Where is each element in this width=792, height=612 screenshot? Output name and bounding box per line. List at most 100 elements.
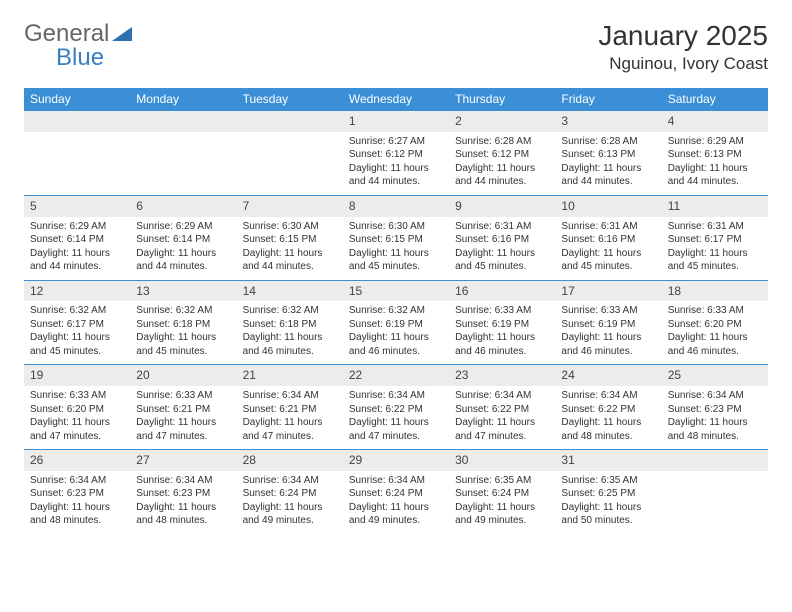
day-number-cell: 1 bbox=[343, 111, 449, 132]
day-detail-cell: Sunrise: 6:29 AMSunset: 6:14 PMDaylight:… bbox=[24, 217, 130, 281]
day-detail: Sunrise: 6:31 AMSunset: 6:17 PMDaylight:… bbox=[662, 217, 768, 280]
day-detail: Sunrise: 6:34 AMSunset: 6:22 PMDaylight:… bbox=[449, 386, 555, 449]
detail-line: Daylight: 11 hours bbox=[561, 247, 655, 261]
day-number bbox=[24, 111, 130, 132]
detail-line: Sunrise: 6:28 AM bbox=[561, 135, 655, 149]
detail-line: and 44 minutes. bbox=[243, 260, 337, 274]
day-detail: Sunrise: 6:33 AMSunset: 6:19 PMDaylight:… bbox=[449, 301, 555, 364]
day-number: 17 bbox=[555, 281, 661, 302]
detail-line: Daylight: 11 hours bbox=[30, 416, 124, 430]
day-detail-cell: Sunrise: 6:34 AMSunset: 6:22 PMDaylight:… bbox=[449, 386, 555, 450]
detail-line: Sunset: 6:22 PM bbox=[561, 403, 655, 417]
detail-line: and 47 minutes. bbox=[455, 430, 549, 444]
detail-line: Daylight: 11 hours bbox=[455, 416, 549, 430]
detail-line: and 50 minutes. bbox=[561, 514, 655, 528]
day-number: 31 bbox=[555, 450, 661, 471]
detail-line: and 49 minutes. bbox=[243, 514, 337, 528]
day-detail: Sunrise: 6:31 AMSunset: 6:16 PMDaylight:… bbox=[555, 217, 661, 280]
detail-line: Sunrise: 6:28 AM bbox=[455, 135, 549, 149]
day-number bbox=[237, 111, 343, 132]
day-detail-cell: Sunrise: 6:34 AMSunset: 6:24 PMDaylight:… bbox=[343, 471, 449, 534]
day-detail-cell: Sunrise: 6:35 AMSunset: 6:25 PMDaylight:… bbox=[555, 471, 661, 534]
detail-line: Sunset: 6:23 PM bbox=[136, 487, 230, 501]
day-detail-cell bbox=[24, 132, 130, 196]
detail-line: Sunset: 6:21 PM bbox=[243, 403, 337, 417]
detail-line: Sunrise: 6:34 AM bbox=[349, 474, 443, 488]
detail-line: Sunset: 6:22 PM bbox=[349, 403, 443, 417]
day-number-cell bbox=[24, 111, 130, 132]
day-number-cell: 17 bbox=[555, 280, 661, 301]
header: General January 2025 Nguinou, Ivory Coas… bbox=[24, 20, 768, 74]
day-number-cell: 12 bbox=[24, 280, 130, 301]
detail-line: Sunrise: 6:33 AM bbox=[30, 389, 124, 403]
detail-line: Sunrise: 6:29 AM bbox=[668, 135, 762, 149]
weekday-header: Wednesday bbox=[343, 88, 449, 111]
detail-line: Daylight: 11 hours bbox=[349, 331, 443, 345]
day-detail: Sunrise: 6:33 AMSunset: 6:20 PMDaylight:… bbox=[24, 386, 130, 449]
detail-line: and 44 minutes. bbox=[561, 175, 655, 189]
day-detail: Sunrise: 6:33 AMSunset: 6:19 PMDaylight:… bbox=[555, 301, 661, 364]
day-number-cell: 4 bbox=[662, 111, 768, 132]
day-number: 20 bbox=[130, 365, 236, 386]
detail-line: Sunrise: 6:29 AM bbox=[136, 220, 230, 234]
detail-line: Daylight: 11 hours bbox=[243, 331, 337, 345]
day-number-cell: 15 bbox=[343, 280, 449, 301]
detail-line: Daylight: 11 hours bbox=[561, 501, 655, 515]
detail-line: Sunrise: 6:33 AM bbox=[668, 304, 762, 318]
day-number-cell: 26 bbox=[24, 450, 130, 471]
detail-line: and 46 minutes. bbox=[455, 345, 549, 359]
detail-line: and 44 minutes. bbox=[668, 175, 762, 189]
day-detail-cell: Sunrise: 6:34 AMSunset: 6:22 PMDaylight:… bbox=[343, 386, 449, 450]
detail-line: Daylight: 11 hours bbox=[349, 416, 443, 430]
month-title: January 2025 bbox=[598, 20, 768, 52]
detail-line: and 46 minutes. bbox=[561, 345, 655, 359]
day-detail-cell: Sunrise: 6:33 AMSunset: 6:20 PMDaylight:… bbox=[24, 386, 130, 450]
detail-line: Sunset: 6:18 PM bbox=[243, 318, 337, 332]
day-detail: Sunrise: 6:32 AMSunset: 6:17 PMDaylight:… bbox=[24, 301, 130, 364]
day-detail: Sunrise: 6:27 AMSunset: 6:12 PMDaylight:… bbox=[343, 132, 449, 195]
detail-line: Sunset: 6:25 PM bbox=[561, 487, 655, 501]
detail-line: Sunrise: 6:33 AM bbox=[561, 304, 655, 318]
detail-line: Daylight: 11 hours bbox=[561, 162, 655, 176]
day-detail bbox=[24, 132, 130, 155]
day-number-cell: 19 bbox=[24, 365, 130, 386]
detail-line: Daylight: 11 hours bbox=[136, 247, 230, 261]
day-number: 6 bbox=[130, 196, 236, 217]
detail-line: Sunset: 6:20 PM bbox=[668, 318, 762, 332]
detail-line: Sunset: 6:14 PM bbox=[30, 233, 124, 247]
day-number: 11 bbox=[662, 196, 768, 217]
day-detail-cell: Sunrise: 6:34 AMSunset: 6:21 PMDaylight:… bbox=[237, 386, 343, 450]
day-number-cell: 5 bbox=[24, 195, 130, 216]
detail-line: Sunset: 6:15 PM bbox=[243, 233, 337, 247]
detail-line: Daylight: 11 hours bbox=[136, 331, 230, 345]
day-detail: Sunrise: 6:32 AMSunset: 6:18 PMDaylight:… bbox=[237, 301, 343, 364]
detail-line: Daylight: 11 hours bbox=[455, 501, 549, 515]
day-detail: Sunrise: 6:31 AMSunset: 6:16 PMDaylight:… bbox=[449, 217, 555, 280]
day-detail: Sunrise: 6:29 AMSunset: 6:13 PMDaylight:… bbox=[662, 132, 768, 195]
detail-line: and 45 minutes. bbox=[561, 260, 655, 274]
day-detail: Sunrise: 6:34 AMSunset: 6:24 PMDaylight:… bbox=[237, 471, 343, 534]
detail-line: and 48 minutes. bbox=[136, 514, 230, 528]
detail-line: Sunset: 6:22 PM bbox=[455, 403, 549, 417]
day-detail: Sunrise: 6:28 AMSunset: 6:12 PMDaylight:… bbox=[449, 132, 555, 195]
detail-line: and 44 minutes. bbox=[136, 260, 230, 274]
detail-line: Sunrise: 6:34 AM bbox=[561, 389, 655, 403]
weekday-header: Tuesday bbox=[237, 88, 343, 111]
day-detail: Sunrise: 6:34 AMSunset: 6:23 PMDaylight:… bbox=[24, 471, 130, 534]
detail-line: Sunset: 6:20 PM bbox=[30, 403, 124, 417]
day-detail: Sunrise: 6:34 AMSunset: 6:23 PMDaylight:… bbox=[130, 471, 236, 534]
detail-line: and 48 minutes. bbox=[30, 514, 124, 528]
day-number-cell bbox=[130, 111, 236, 132]
detail-line: Daylight: 11 hours bbox=[349, 501, 443, 515]
detail-line: Daylight: 11 hours bbox=[668, 162, 762, 176]
brand-blue: Blue bbox=[56, 44, 104, 71]
detail-line: Sunrise: 6:27 AM bbox=[349, 135, 443, 149]
detail-line: Daylight: 11 hours bbox=[561, 331, 655, 345]
detail-line: Daylight: 11 hours bbox=[30, 331, 124, 345]
detail-line: Daylight: 11 hours bbox=[243, 501, 337, 515]
detail-line: Sunset: 6:23 PM bbox=[668, 403, 762, 417]
day-number: 29 bbox=[343, 450, 449, 471]
day-number-cell: 16 bbox=[449, 280, 555, 301]
detail-line: and 45 minutes. bbox=[349, 260, 443, 274]
logo-icon bbox=[112, 20, 132, 48]
